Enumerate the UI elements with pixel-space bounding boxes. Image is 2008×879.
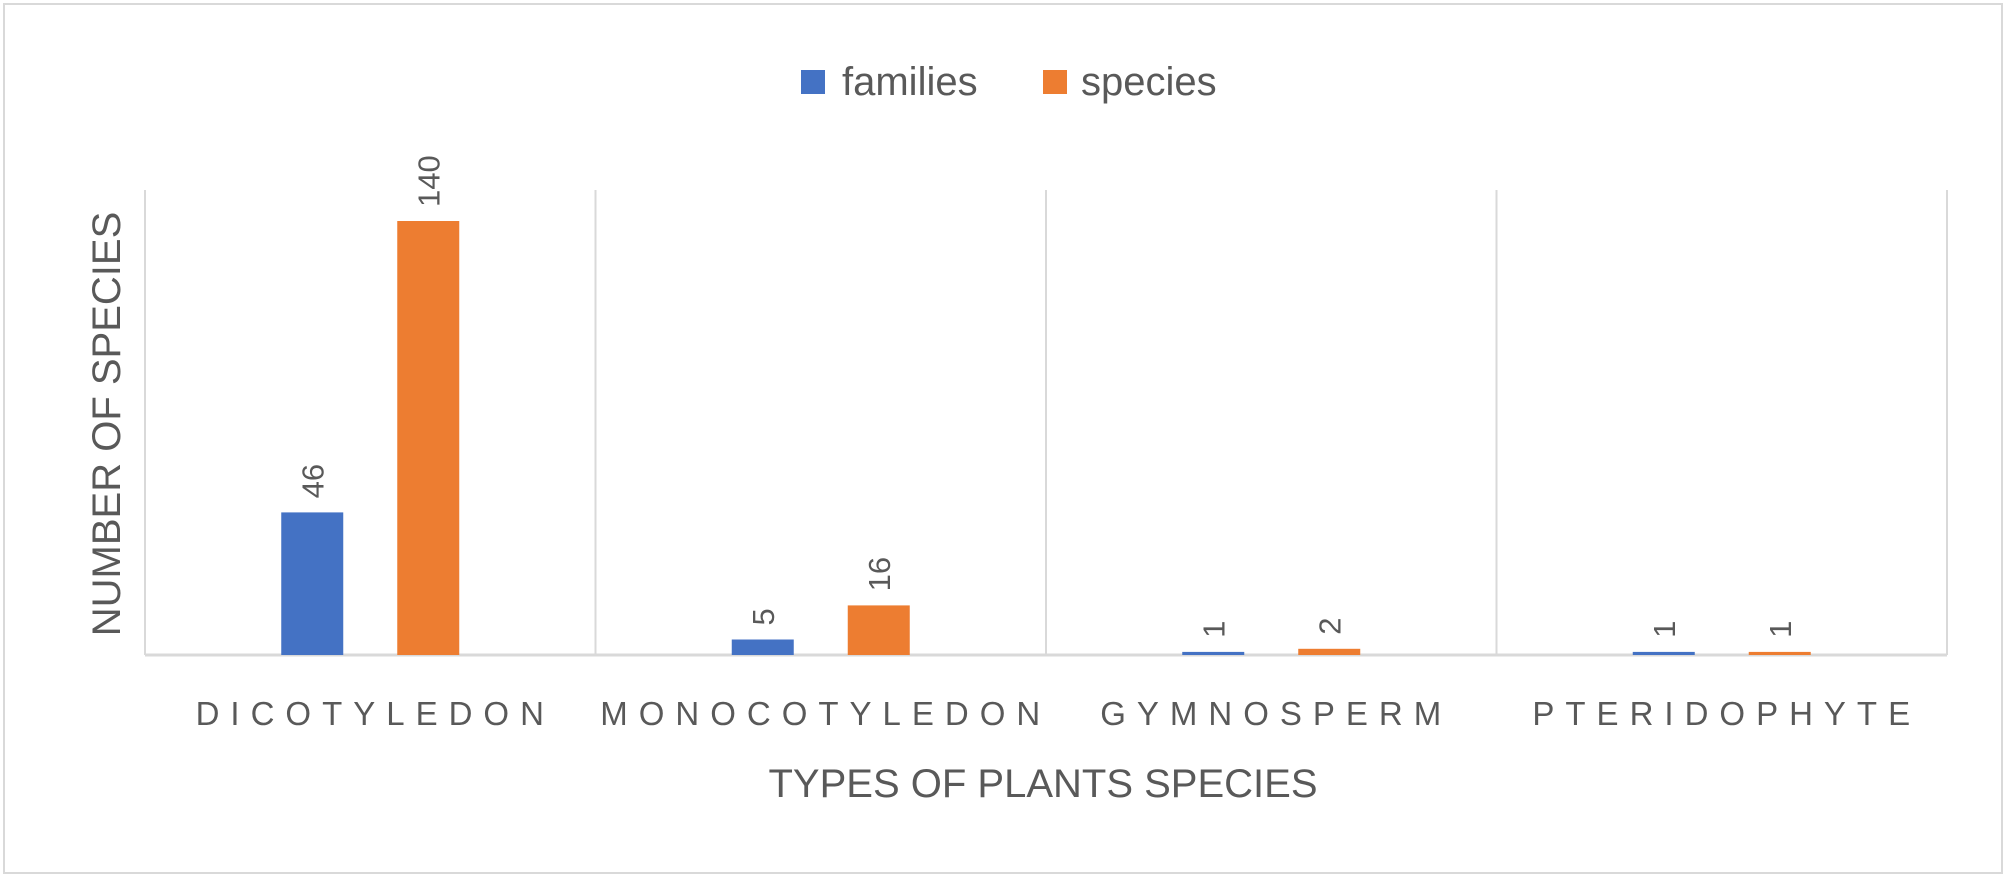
data-labels: 46 140 5 16 1 2 1 1: [295, 155, 1798, 638]
category-label-monocotyledon: MONOCOTYLEDON: [600, 695, 1051, 732]
data-label-families-monocotyledon: 5: [746, 608, 781, 625]
legend-label-families: families: [842, 60, 978, 104]
data-label-species-monocotyledon: 16: [862, 557, 897, 591]
bar-species-dicotyledon: [397, 221, 460, 655]
bar-families-pteridophyte: [1632, 651, 1695, 655]
chart-frame: [3, 3, 2003, 874]
category-label-dicotyledon: DICOTYLEDON: [196, 695, 555, 732]
category-label-gymnosperm: GYMNOSPERM: [1100, 695, 1452, 732]
bar-families-gymnosperm: [1182, 651, 1245, 655]
bars: [281, 221, 1811, 655]
bar-species-pteridophyte: [1748, 651, 1811, 655]
bar-families-dicotyledon: [281, 512, 344, 655]
y-axis-title: NUMBER OF SPECIES: [85, 212, 129, 637]
data-label-species-dicotyledon: 140: [411, 155, 446, 207]
category-label-pteridophyte: PTERIDOPHYTE: [1532, 695, 1921, 732]
bar-species-gymnosperm: [1298, 648, 1361, 655]
bar-species-monocotyledon: [847, 605, 910, 655]
legend-label-species: species: [1081, 60, 1217, 104]
legend-swatch-species: [1043, 70, 1067, 94]
x-axis-title: TYPES OF PLANTS SPECIES: [768, 762, 1317, 806]
data-label-families-pteridophyte: 1: [1647, 621, 1682, 638]
data-label-species-pteridophyte: 1: [1763, 621, 1798, 638]
data-label-species-gymnosperm: 2: [1312, 618, 1347, 635]
bar-families-monocotyledon: [731, 639, 794, 655]
legend-swatch-families: [801, 70, 825, 94]
category-labels: DICOTYLEDON MONOCOTYLEDON GYMNOSPERM PTERID…: [196, 695, 1921, 732]
legend: families species: [801, 60, 1217, 104]
data-label-families-gymnosperm: 1: [1196, 621, 1231, 638]
data-label-families-dicotyledon: 46: [295, 464, 330, 498]
